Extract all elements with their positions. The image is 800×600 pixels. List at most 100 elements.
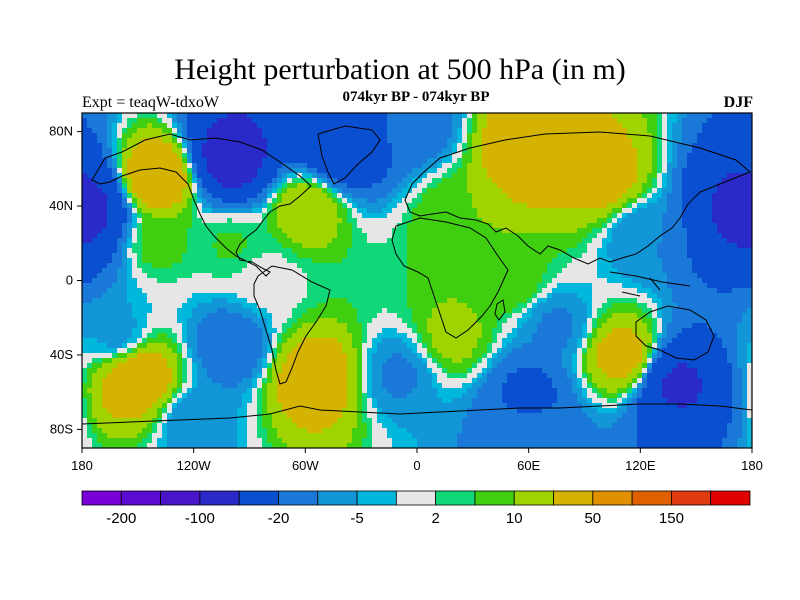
field-cell	[112, 183, 118, 189]
field-cell	[562, 203, 568, 209]
field-cell	[212, 148, 218, 154]
field-cell	[412, 118, 418, 124]
field-cell	[682, 163, 688, 169]
field-cell	[287, 208, 293, 214]
field-cell	[647, 263, 653, 269]
field-cell	[702, 158, 708, 164]
field-cell	[702, 223, 708, 229]
field-cell	[172, 203, 178, 209]
field-cell	[162, 198, 168, 204]
field-cell	[417, 278, 423, 284]
field-cell	[377, 173, 383, 179]
field-cell	[452, 288, 458, 294]
field-cell	[377, 253, 383, 259]
field-cell	[402, 253, 408, 259]
field-cell	[562, 238, 568, 244]
field-cell	[202, 133, 208, 139]
field-cell	[692, 158, 698, 164]
field-cell	[182, 143, 188, 149]
field-cell	[392, 173, 398, 179]
field-cell	[137, 268, 143, 274]
field-cell	[462, 253, 468, 259]
field-cell	[572, 143, 578, 149]
field-cell	[97, 158, 103, 164]
field-cell	[732, 198, 738, 204]
field-cell	[717, 238, 723, 244]
field-cell	[137, 203, 143, 209]
field-cell	[347, 268, 353, 274]
field-cell	[367, 173, 373, 179]
field-cell	[487, 218, 493, 224]
field-cell	[367, 203, 373, 209]
field-cell	[687, 193, 693, 199]
field-cell	[682, 248, 688, 254]
field-cell	[127, 253, 133, 259]
field-cell	[217, 143, 223, 149]
field-cell	[117, 263, 123, 269]
field-cell	[662, 283, 668, 289]
field-cell	[172, 113, 178, 119]
field-cell	[457, 238, 463, 244]
field-cell	[572, 208, 578, 214]
field-cell	[202, 173, 208, 179]
field-cell	[502, 178, 508, 184]
field-cell	[612, 198, 618, 204]
field-cell	[602, 148, 608, 154]
field-cell	[587, 243, 593, 249]
field-cell	[627, 138, 633, 144]
field-cell	[637, 148, 643, 154]
field-cell	[227, 238, 233, 244]
field-cell	[612, 168, 618, 174]
field-cell	[652, 223, 658, 229]
field-cell	[352, 158, 358, 164]
field-cell	[527, 128, 533, 134]
field-cell	[312, 288, 318, 294]
field-cell	[657, 123, 663, 129]
field-cell	[542, 293, 548, 299]
field-cell	[217, 113, 223, 119]
field-cell	[582, 273, 588, 279]
field-cell	[202, 293, 208, 299]
field-cell	[427, 188, 433, 194]
field-cell	[322, 148, 328, 154]
field-cell	[587, 143, 593, 149]
field-cell	[342, 278, 348, 284]
field-cell	[172, 283, 178, 289]
field-cell	[157, 203, 163, 209]
field-cell	[107, 148, 113, 154]
field-cell	[632, 143, 638, 149]
field-cell	[82, 158, 88, 164]
field-cell	[682, 278, 688, 284]
field-cell	[397, 168, 403, 174]
field-cell	[447, 283, 453, 289]
field-cell	[607, 253, 613, 259]
field-cell	[212, 248, 218, 254]
field-cell	[302, 208, 308, 214]
field-cell	[437, 128, 443, 134]
field-cell	[367, 198, 373, 204]
field-cell	[582, 253, 588, 259]
field-cell	[667, 113, 673, 119]
field-cell	[112, 298, 118, 304]
field-cell	[587, 163, 593, 169]
field-cell	[177, 218, 183, 224]
field-cell	[127, 243, 133, 249]
field-cell	[257, 233, 263, 239]
field-cell	[252, 268, 258, 274]
field-cell	[122, 193, 128, 199]
field-cell	[412, 263, 418, 269]
field-cell	[267, 143, 273, 149]
field-cell	[197, 258, 203, 264]
field-cell	[347, 223, 353, 229]
field-cell	[437, 248, 443, 254]
field-cell	[727, 253, 733, 259]
field-cell	[442, 223, 448, 229]
field-cell	[262, 143, 268, 149]
field-cell	[207, 273, 213, 279]
field-cell	[87, 208, 93, 214]
field-cell	[437, 143, 443, 149]
field-cell	[287, 233, 293, 239]
field-cell	[192, 158, 198, 164]
field-cell	[187, 248, 193, 254]
field-cell	[732, 188, 738, 194]
